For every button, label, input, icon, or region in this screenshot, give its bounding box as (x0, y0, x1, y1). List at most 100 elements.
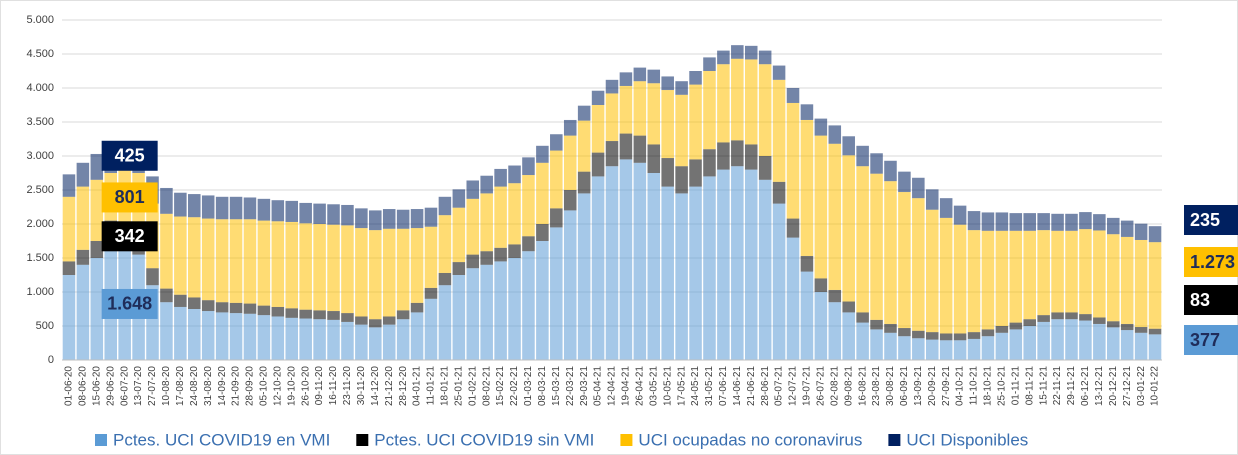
bar-segment (313, 310, 326, 320)
bar-segment (717, 50, 730, 65)
bar-segment (661, 158, 674, 187)
bar-segment (62, 196, 76, 262)
bar-segment (1065, 213, 1078, 231)
legend-swatch (356, 434, 369, 446)
bar-segment (828, 289, 842, 303)
y-tick-label: 2.000 (26, 218, 54, 230)
bar-segment (563, 190, 577, 211)
bar-segment (90, 153, 104, 180)
bar-segment (1093, 230, 1106, 318)
bar-segment (981, 336, 995, 360)
x-tick-label: 16-08-21 (857, 366, 868, 406)
value-label: 83 (1190, 290, 1210, 310)
bar-segment (285, 200, 299, 222)
bar-segment (744, 59, 758, 145)
bar-segment (605, 79, 619, 94)
y-tick-label: 5.000 (26, 14, 54, 26)
bar-segment (953, 205, 967, 225)
bar-segment (550, 227, 563, 360)
bar-segment (995, 212, 1009, 231)
bar-segment (452, 275, 466, 360)
bar-segment (188, 194, 201, 218)
bar-segment (90, 258, 104, 360)
x-tick-label: 16-11-20 (328, 366, 339, 406)
bar-segment (577, 193, 591, 360)
bar-segment (1120, 323, 1134, 331)
bar-segment (257, 220, 271, 306)
bar-segment (382, 316, 396, 325)
bar-segment (369, 327, 382, 360)
bar-segment (633, 67, 647, 82)
bar-segment (1107, 217, 1120, 235)
bar-segment (1148, 334, 1162, 360)
bar-segment (424, 207, 438, 227)
x-tick-label: 01-06-20 (64, 366, 75, 406)
x-tick-label: 30-08-21 (885, 366, 896, 406)
x-tick-label: 06-12-21 (1080, 366, 1091, 406)
legend-label: UCI Disponibles (906, 430, 1028, 449)
x-tick-label: 12-10-20 (272, 366, 283, 406)
x-tick-label: 21-06-21 (746, 366, 757, 406)
bar-segment (744, 144, 758, 170)
bar-segment (369, 319, 382, 328)
bar-segment (76, 162, 90, 187)
bar-segment (772, 79, 786, 182)
bar-segment (1023, 230, 1036, 320)
x-tick-label: 31-05-21 (704, 366, 715, 406)
bar-segment (591, 105, 605, 153)
bar-segment (341, 225, 354, 314)
bar-segment (647, 144, 661, 173)
bar-segment (744, 45, 758, 60)
bar-segment (466, 268, 480, 360)
bar-segment (299, 202, 312, 224)
x-tick-label: 24-05-21 (690, 366, 701, 406)
bar-segment (174, 192, 187, 217)
bar-segment (870, 173, 883, 320)
bar-segment (396, 228, 410, 311)
bar-segment (466, 254, 480, 269)
bar-segment (215, 219, 229, 303)
legend-label: UCI ocupadas no coronavirus (638, 430, 862, 449)
bar-segment (271, 221, 285, 307)
x-tick-label: 15-03-21 (551, 366, 562, 406)
legend-swatch (620, 434, 633, 446)
x-tick-label: 23-11-20 (342, 366, 353, 406)
x-tick-label: 05-04-21 (593, 366, 604, 406)
bar-segment (243, 303, 257, 314)
bar-segment (160, 302, 173, 360)
bar-segment (689, 159, 702, 187)
bar-segment (382, 228, 396, 317)
bar-segment (271, 306, 285, 317)
bar-segment (410, 228, 424, 303)
value-label-box (1184, 325, 1238, 355)
value-label: 377 (1190, 330, 1220, 350)
bar-segment (62, 275, 76, 360)
bar-segment (1023, 319, 1036, 326)
x-tick-label: 17-08-20 (175, 366, 186, 406)
bar-segment (174, 216, 187, 295)
bar-segment (215, 312, 229, 360)
bar-segment (786, 102, 800, 219)
x-tick-label: 09-08-21 (843, 366, 854, 406)
x-tick-label: 11-01-21 (426, 366, 437, 406)
bar-segment (410, 312, 424, 360)
bar-segment (661, 90, 674, 159)
x-tick-label: 27-12-21 (1122, 366, 1133, 406)
bar-segment (1051, 230, 1064, 313)
bar-segment (215, 302, 229, 313)
bar-segment (536, 162, 549, 224)
bar-segment (369, 210, 382, 231)
bar-segment (953, 224, 967, 334)
bar-segment (842, 312, 855, 360)
x-tick-label: 28-06-21 (760, 366, 771, 406)
bar-segment (591, 90, 605, 105)
y-tick-label: 3.000 (26, 150, 54, 162)
x-tick-label: 19-10-20 (286, 366, 297, 406)
bar-segment (619, 159, 633, 360)
x-tick-label: 23-08-21 (871, 366, 882, 406)
bar-segment (382, 209, 396, 229)
bar-segment (327, 311, 340, 320)
bar-segment (188, 297, 201, 309)
x-tick-label: 21-09-20 (231, 366, 242, 406)
value-label: 1.648 (107, 294, 152, 314)
